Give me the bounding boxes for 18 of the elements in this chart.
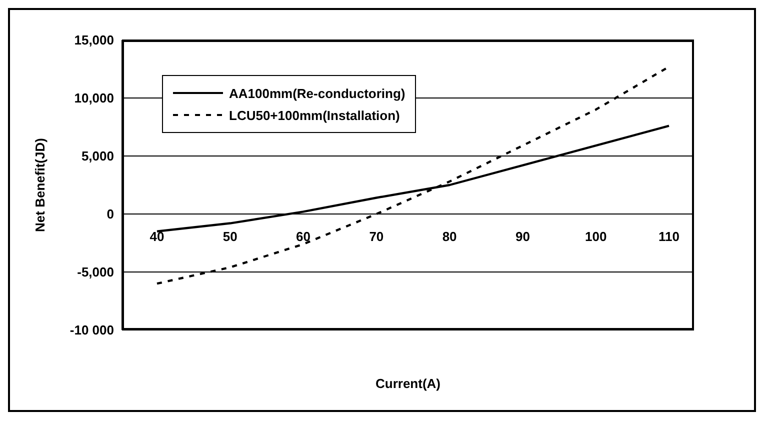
x-tick-label: 110 — [658, 229, 680, 244]
x-tick-label: 40 — [150, 229, 164, 244]
x-tick-label: 70 — [369, 229, 384, 244]
x-tick-label: 60 — [296, 229, 311, 244]
x-tick-label: 50 — [222, 229, 238, 244]
y-tick-label: 5,000 — [81, 148, 114, 164]
legend-label: LCU50+100mm(Installation) — [229, 108, 400, 122]
y-tick-label: -10 000 — [70, 322, 114, 338]
x-tick-label: 100 — [585, 229, 607, 244]
x-tick-label: 80 — [442, 229, 457, 244]
x-tick-label: 90 — [515, 229, 530, 244]
y-tick-label: 0 — [106, 206, 114, 222]
y-axis-title: Net Benefit(JD) — [32, 138, 48, 232]
legend-label: AA100mm(Re-conductoring) — [229, 86, 406, 100]
y-tick-label: 15,000 — [74, 32, 114, 48]
x-axis-title: Current(A) — [376, 376, 440, 391]
y-tick-label: 10,000 — [74, 90, 114, 106]
y-tick-label: -5,000 — [77, 264, 114, 280]
